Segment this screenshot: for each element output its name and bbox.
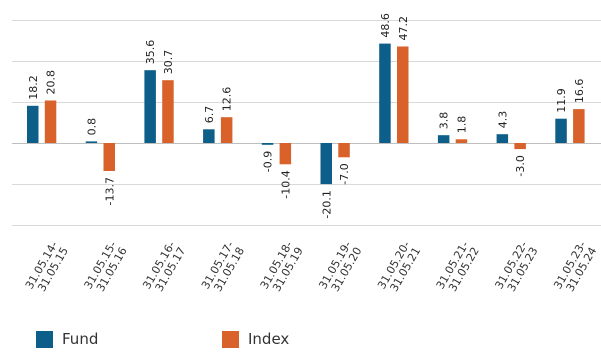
bar-index (514, 143, 526, 150)
x-tick-label: 31.05.21-31.05.22 (434, 239, 482, 297)
bars (27, 43, 585, 185)
bar-fund (85, 141, 98, 143)
data-label-fund: 11.9 (555, 88, 568, 113)
data-label-fund: 0.8 (86, 118, 99, 136)
legend-label-fund: Fund (62, 330, 99, 348)
data-label-fund: -0.9 (262, 151, 275, 172)
x-tick-label: 31.05.19-31.05.20 (316, 239, 364, 297)
legend-label-index: Index (248, 330, 290, 348)
data-label-fund: 35.6 (144, 40, 157, 65)
x-tick-label: 31.05.23-31.05.24 (551, 239, 599, 297)
bar-fund (555, 118, 567, 143)
data-label-fund: 4.3 (496, 111, 509, 129)
data-label-fund: 18.2 (27, 75, 40, 100)
bar-fund (320, 143, 332, 185)
data-label-index: 20.8 (45, 70, 58, 95)
x-tick-label: 31.05.15-31.05.16 (82, 239, 130, 297)
data-label-index: -7.0 (338, 163, 351, 184)
legend-item-fund: Fund (36, 329, 98, 349)
data-label-index: 12.6 (221, 87, 234, 112)
data-label-index: -13.7 (103, 177, 116, 205)
bar-fund (144, 70, 156, 143)
x-tick-label: 31.05.20-31.05.21 (375, 239, 423, 297)
data-labels: 18.2 0.8 35.6 6.7 -0.9 -20.1 48.6 3.8 4.3 11.9 20.… (27, 13, 586, 218)
bar-fund (203, 129, 215, 143)
data-label-fund: 6.7 (203, 106, 216, 124)
data-label-index: 30.7 (162, 50, 175, 75)
x-tick-label: 31.05.18-31.05.19 (258, 239, 306, 297)
x-tick-label: 31.05.17-31.05.18 (199, 239, 247, 297)
x-tick-label: 31.05.22-31.05.23 (492, 239, 540, 297)
x-tick-label: 31.05.14-31.05.15 (23, 239, 71, 297)
bar-index (44, 100, 57, 143)
bar-fund (437, 135, 450, 143)
bar-index (103, 143, 115, 171)
data-label-fund: 48.6 (379, 13, 392, 38)
legend-swatch-fund (36, 330, 53, 348)
x-tick-label: 31.05.16-31.05.17 (140, 239, 188, 297)
data-label-fund: -20.1 (320, 190, 333, 218)
bar-index (455, 139, 468, 143)
bar-fund (27, 105, 39, 143)
bar-index (162, 80, 174, 143)
data-label-index: 1.8 (456, 116, 469, 134)
bar-index (338, 143, 350, 158)
data-label-index: 47.2 (397, 16, 410, 41)
x-axis-tick-labels: 31.05.14-31.05.15 31.05.15-31.05.16 31.05.… (23, 239, 599, 297)
bar-index (279, 143, 292, 165)
data-label-index: -10.4 (279, 170, 292, 198)
legend-item-index: Index (222, 329, 289, 349)
bar-index (220, 117, 233, 143)
bar-fund (496, 134, 509, 143)
grid-lines (12, 20, 601, 226)
bar-index (397, 46, 409, 143)
bar-index (573, 109, 585, 143)
data-label-fund: 3.8 (438, 112, 451, 130)
legend-swatch-index (222, 330, 239, 348)
data-label-index: -3.0 (514, 155, 527, 176)
data-label-index: 16.6 (573, 79, 586, 104)
bar-fund (379, 43, 391, 143)
bar-fund (261, 143, 274, 145)
